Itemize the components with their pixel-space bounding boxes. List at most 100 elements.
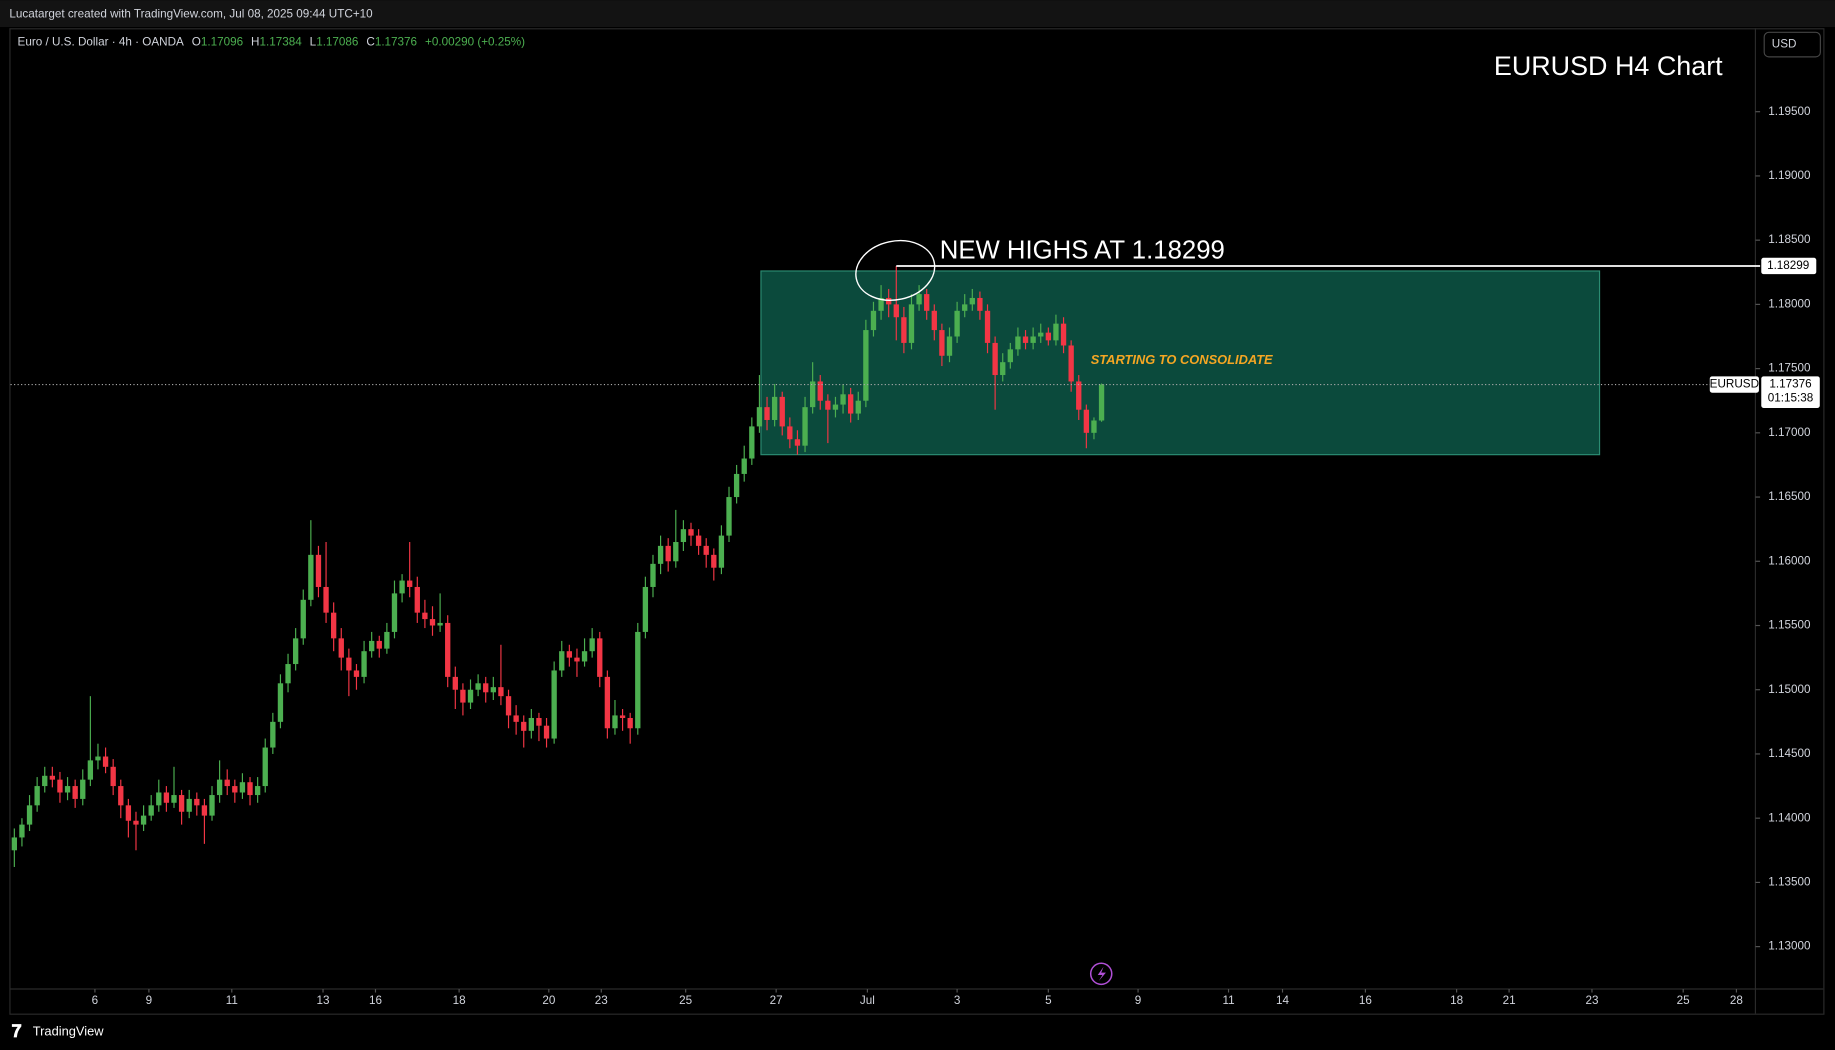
candle-body [771, 396, 778, 420]
candle-body [992, 342, 998, 376]
candle-body [817, 381, 823, 401]
candle-body [34, 786, 40, 806]
footer-logo: 𝟕 [12, 1021, 22, 1041]
candle-body [57, 779, 63, 793]
candle-body [422, 612, 428, 620]
y-tick-label: 1.19500 [1768, 105, 1811, 118]
candle-body [619, 715, 626, 718]
candle-body [1076, 381, 1082, 410]
event-icon[interactable] [1089, 962, 1113, 986]
candle-body [1022, 336, 1029, 343]
x-tick-label: 27 [770, 994, 783, 1007]
candle-body [300, 599, 306, 639]
legend-key: H [251, 35, 259, 48]
x-tick-label: 14 [1276, 994, 1289, 1007]
candle-body [650, 563, 656, 587]
candle-body [787, 426, 793, 440]
x-tick-label: 3 [954, 994, 961, 1007]
candle-body [566, 651, 573, 658]
x-tick-label: 9 [146, 994, 153, 1007]
candle-body [635, 631, 641, 729]
candle-body [954, 310, 960, 337]
candle-body [429, 619, 436, 626]
candle-body [102, 756, 109, 767]
candle-body [756, 407, 763, 427]
candle-body [741, 458, 747, 474]
candle-body [642, 586, 649, 632]
candle-body [984, 310, 991, 343]
candle-body [239, 782, 246, 793]
x-tick-label: 20 [542, 994, 556, 1007]
candle-body [483, 683, 489, 693]
high-label: 1.18299 [1767, 259, 1809, 272]
legend: Euro / U.S. Dollar · 4h · OANDA O1.17096… [18, 35, 526, 48]
legend-value: 1.17376 [375, 35, 417, 48]
candle-body [376, 640, 382, 649]
candle-body [285, 664, 291, 684]
legend-value: 1.17096 [201, 35, 243, 48]
candle-body [315, 554, 322, 587]
y-tick-label: 1.16500 [1768, 490, 1811, 503]
y-tick-label: 1.17500 [1768, 362, 1811, 375]
candle-body [665, 545, 671, 562]
x-tick-label: 16 [369, 994, 382, 1007]
candle-body [95, 756, 101, 761]
candle-body [901, 317, 907, 343]
currency-button[interactable] [1763, 31, 1821, 58]
candle-body [893, 304, 899, 318]
x-tick-label: 6 [92, 994, 99, 1007]
legend-key: C [366, 35, 374, 48]
legend-key: O [192, 35, 201, 48]
candle-body [536, 717, 542, 726]
candle-body [87, 760, 94, 780]
candle-body [178, 795, 185, 812]
symbol-label: EURUSD [1710, 378, 1759, 391]
currency-label: USD [1772, 38, 1797, 51]
candle-body [437, 622, 443, 626]
candle-body [445, 622, 451, 677]
candle-body [794, 439, 801, 446]
candle-body [513, 715, 519, 722]
candle-body [657, 545, 664, 564]
candle-body [292, 638, 299, 665]
highlight-circle [855, 239, 936, 301]
legend-change: +0.00290 (+0.25%) [425, 35, 525, 48]
candle-body [384, 631, 390, 649]
candle-body [338, 638, 344, 658]
x-tick-label: 25 [1677, 994, 1690, 1007]
candle-body [353, 670, 360, 677]
candle-body [414, 586, 420, 613]
candle-body [330, 612, 337, 639]
candle-body [1098, 384, 1105, 421]
candle-body [140, 815, 147, 825]
candle-body [346, 657, 352, 671]
x-tick-label: 23 [1585, 994, 1598, 1007]
candle-body [460, 689, 466, 703]
candle-body [1000, 362, 1006, 376]
footer-text: TradingView [33, 1024, 104, 1039]
candle-body [916, 294, 922, 305]
candle-body [612, 715, 618, 729]
y-tick-label: 1.16000 [1768, 554, 1811, 567]
x-tick-label: 9 [1135, 994, 1142, 1007]
high-label-box [1761, 257, 1817, 275]
candle-body [543, 725, 550, 739]
candle-body [171, 795, 177, 803]
x-tick-label: 11 [226, 994, 238, 1007]
candle-body [201, 805, 208, 816]
candle-body [733, 473, 740, 498]
x-tick-label: 28 [1730, 994, 1743, 1007]
candle-body [855, 400, 861, 414]
candle-body [232, 786, 238, 793]
candle-body [452, 676, 458, 690]
plot [11, 265, 1601, 867]
y-tick-label: 1.14000 [1768, 811, 1811, 824]
x-tick-label: 23 [595, 994, 608, 1007]
candle-body [764, 407, 770, 420]
candle-body [505, 696, 512, 716]
candle-body [118, 786, 124, 806]
x-tick-label: Jul [860, 994, 875, 1007]
x-tick-label: 5 [1045, 994, 1052, 1007]
